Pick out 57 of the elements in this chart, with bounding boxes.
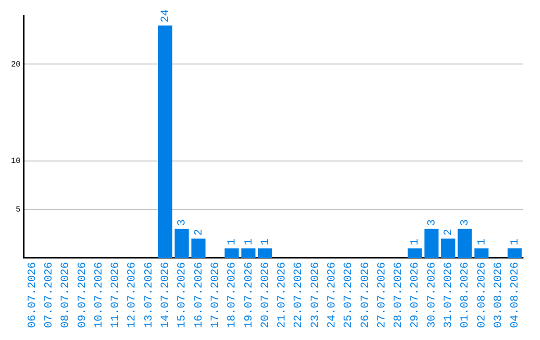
y-tick-label: 10 bbox=[10, 157, 21, 166]
bar bbox=[174, 228, 189, 258]
x-tick-label: 03.08.2026 bbox=[492, 262, 505, 328]
x-tick-label: 25.07.2026 bbox=[343, 262, 356, 328]
data-label: 1 bbox=[510, 238, 522, 246]
bar bbox=[424, 228, 439, 258]
data-label: 1 bbox=[410, 238, 422, 246]
x-tick-label: 24.07.2026 bbox=[326, 262, 339, 328]
x-tick-label: 27.07.2026 bbox=[376, 262, 388, 328]
data-label: 3 bbox=[176, 219, 189, 226]
bar bbox=[458, 228, 472, 258]
data-label: 2 bbox=[193, 229, 206, 236]
x-tick-label: 09.07.2026 bbox=[76, 262, 89, 328]
x-tick-label: 20.07.2026 bbox=[260, 262, 272, 328]
x-tick-label: 12.07.2026 bbox=[126, 262, 139, 328]
x-tick-label: 23.07.2026 bbox=[310, 262, 322, 328]
x-tick-label: 22.07.2026 bbox=[293, 262, 306, 328]
x-tick-label: 14.07.2026 bbox=[160, 262, 172, 328]
x-tick-label: 28.07.2026 bbox=[393, 262, 406, 328]
x-tick-label: 13.07.2026 bbox=[143, 262, 156, 328]
y-tick-label: 20 bbox=[10, 60, 21, 70]
x-tick-label: 01.08.2026 bbox=[460, 262, 472, 328]
x-tick-label: 16.07.2026 bbox=[193, 262, 206, 328]
data-label: 3 bbox=[460, 219, 472, 226]
x-tick-label: 04.08.2026 bbox=[510, 262, 522, 328]
x-tick-label: 15.07.2026 bbox=[176, 262, 189, 328]
x-tick-label: 08.07.2026 bbox=[60, 262, 72, 328]
x-tick-label: 11.07.2026 bbox=[110, 262, 122, 328]
data-label: 2 bbox=[443, 229, 456, 236]
x-tick-label: 17.07.2026 bbox=[210, 262, 222, 328]
y-tick-label: 5 bbox=[16, 206, 21, 215]
data-label: 1 bbox=[243, 238, 256, 246]
bar bbox=[224, 248, 239, 258]
x-tick-label: 30.07.2026 bbox=[426, 262, 438, 328]
bar bbox=[258, 248, 272, 258]
x-tick-label: 07.07.2026 bbox=[43, 262, 56, 328]
x-tick-label: 19.07.2026 bbox=[243, 262, 256, 328]
data-label: 24 bbox=[160, 8, 172, 22]
data-label: 1 bbox=[476, 238, 488, 246]
x-tick-label: 10.07.2026 bbox=[93, 262, 106, 328]
x-tick-label: 21.07.2026 bbox=[276, 262, 289, 328]
bar bbox=[408, 248, 422, 258]
data-label: 3 bbox=[426, 219, 438, 226]
bar bbox=[508, 248, 522, 258]
x-tick-label: 06.07.2026 bbox=[26, 262, 39, 328]
bar bbox=[241, 248, 256, 258]
bar bbox=[158, 25, 172, 258]
data-label: 1 bbox=[226, 238, 239, 246]
bar bbox=[441, 238, 456, 258]
x-tick-label: 26.07.2026 bbox=[360, 262, 372, 328]
x-tick-label: 18.07.2026 bbox=[226, 262, 239, 328]
x-tick-label: 31.07.2026 bbox=[443, 262, 456, 328]
bar bbox=[191, 238, 206, 258]
x-tick-label: 29.07.2026 bbox=[410, 262, 422, 328]
bar bbox=[474, 248, 489, 258]
data-label: 1 bbox=[260, 238, 272, 246]
x-tick-label: 02.08.2026 bbox=[476, 262, 488, 328]
